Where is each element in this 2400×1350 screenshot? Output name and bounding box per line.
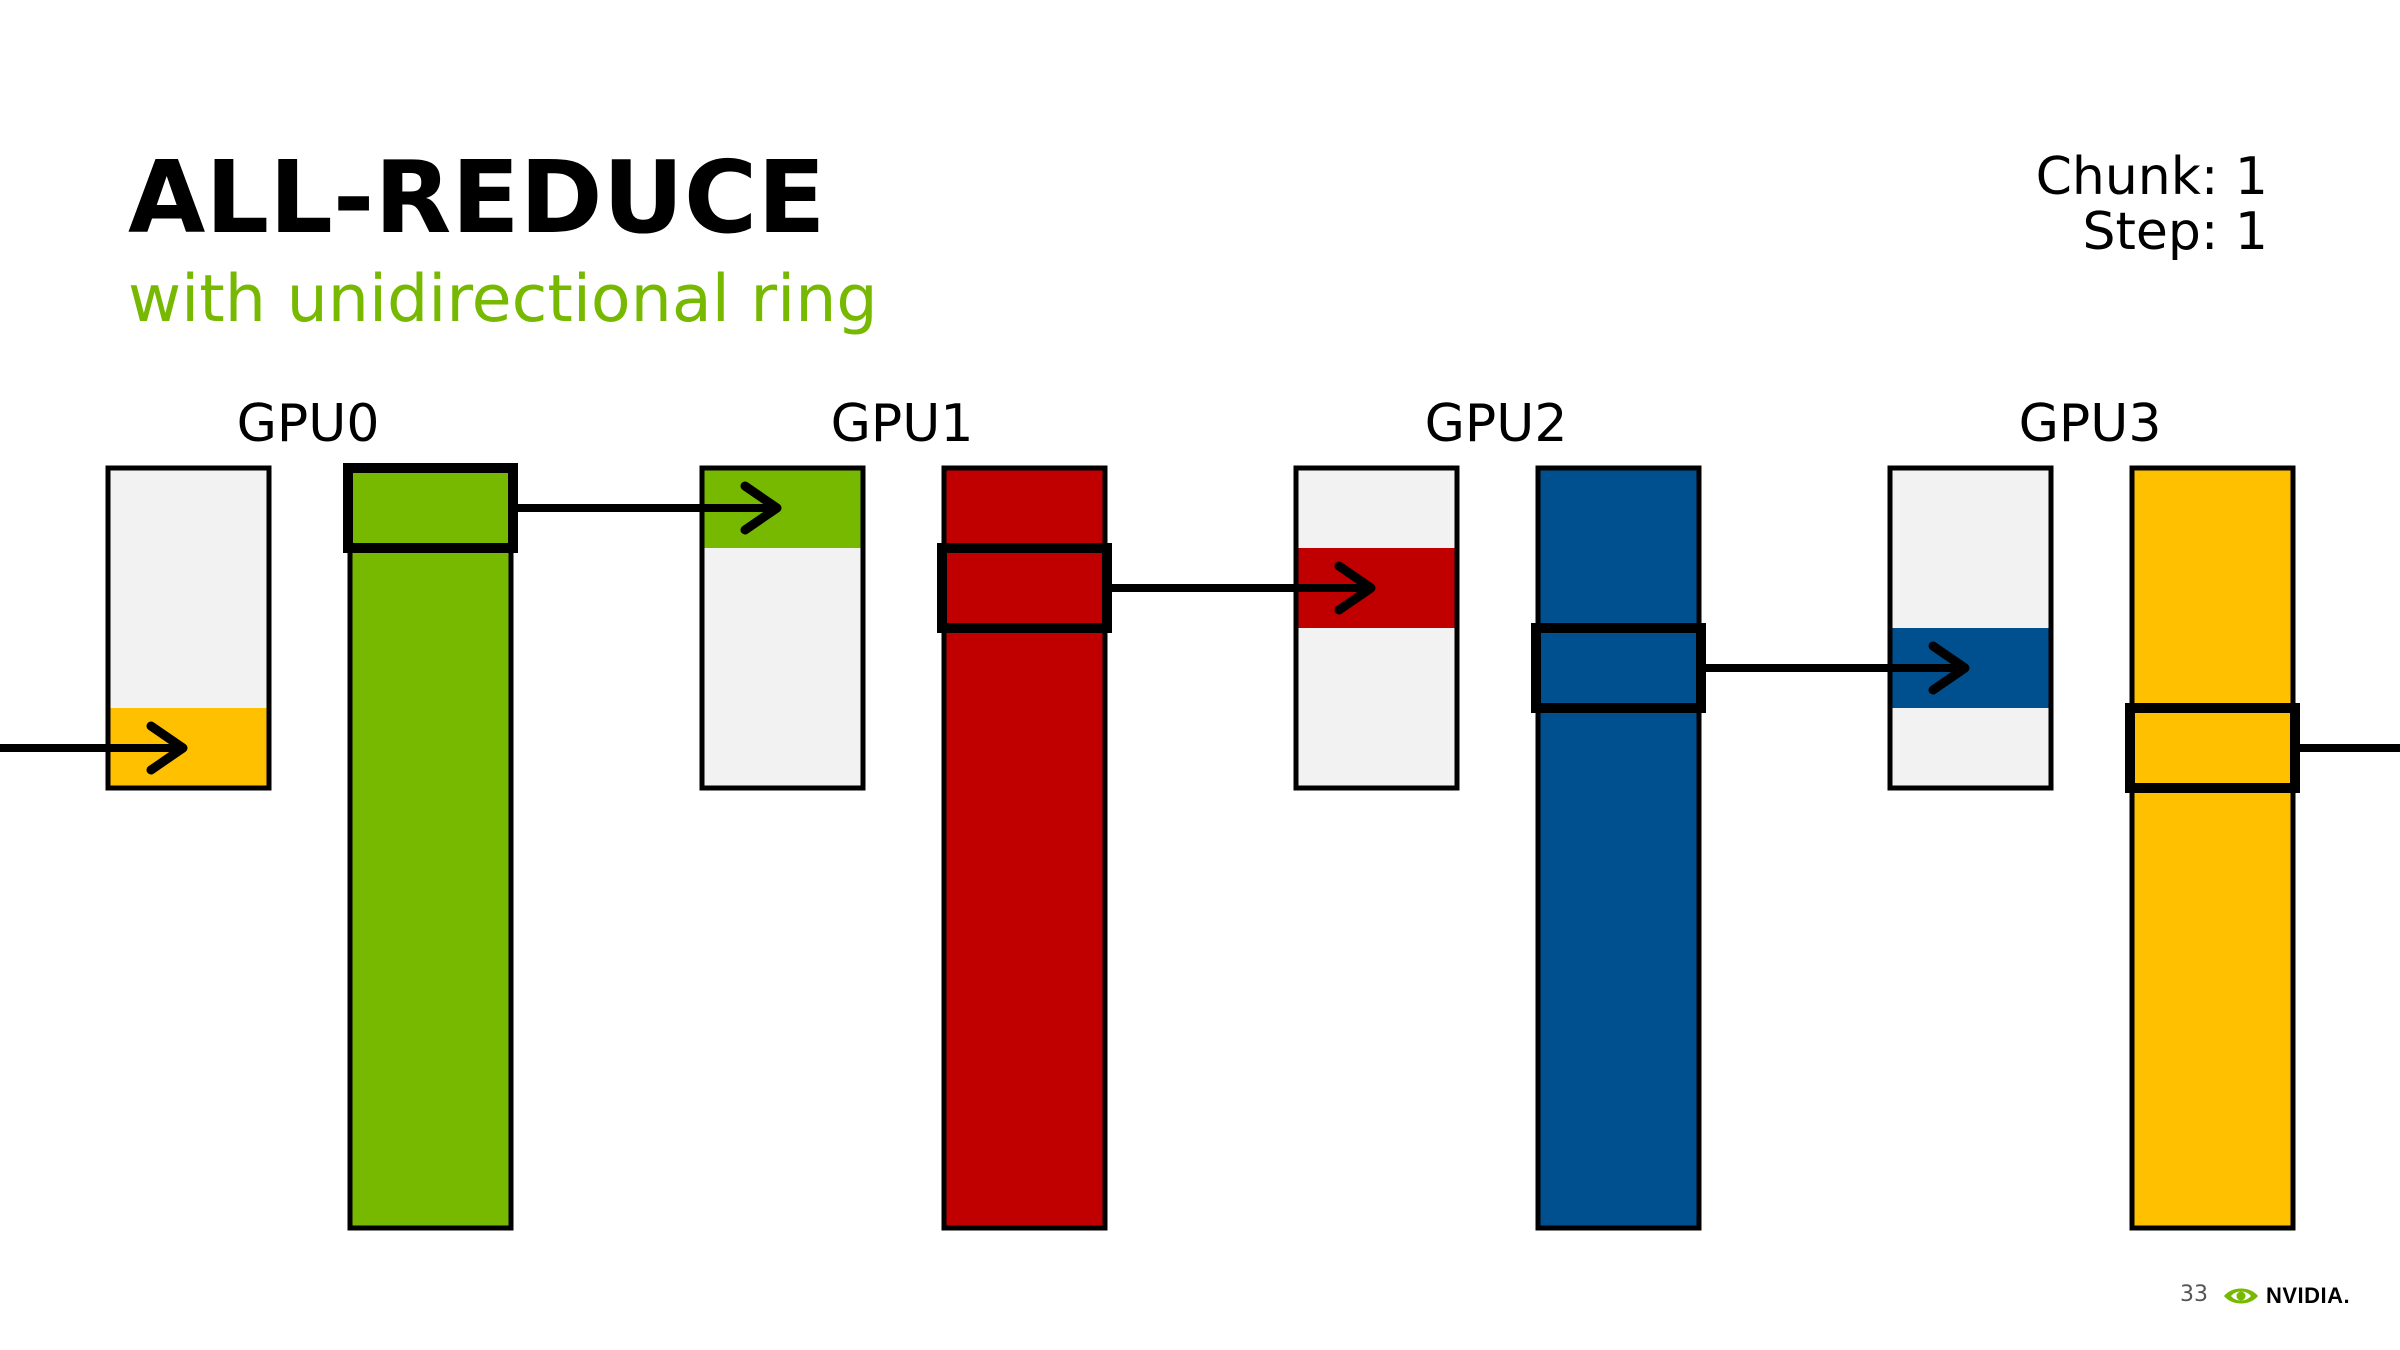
slide-subtitle: with unidirectional ring bbox=[128, 262, 878, 337]
ring-arrow-gpu3-to-gpu0-head bbox=[146, 721, 188, 775]
ring-arrow-gpu2-to-gpu3-head bbox=[1928, 641, 1970, 695]
page-number: 33 bbox=[2180, 1282, 2208, 1307]
gpu1-data-column bbox=[941, 465, 1108, 1231]
gpu-label-2: GPU2 bbox=[1424, 394, 1568, 454]
gpu2-data-column bbox=[1535, 465, 1702, 1231]
slide-title: ALL-REDUCE bbox=[128, 139, 826, 256]
gpu-label-3: GPU3 bbox=[2018, 394, 2162, 454]
gpu1-receive-buffer-outline bbox=[699, 465, 866, 791]
gpu3-receive-buffer-outline bbox=[1887, 465, 2054, 791]
ring-arrow-gpu0-to-gpu1-head bbox=[740, 481, 782, 535]
step-counter: Step: 1 bbox=[2082, 201, 2268, 262]
ring-arrow-gpu1-to-gpu2-head bbox=[1334, 561, 1376, 615]
gpu0-sending-chunk-highlight bbox=[343, 463, 518, 553]
gpu0-receive-buffer-outline bbox=[105, 465, 272, 791]
chunk-counter: Chunk: 1 bbox=[2035, 147, 2268, 207]
nvidia-wordmark: NVIDIA. bbox=[2266, 1283, 2351, 1308]
nvidia-eye-icon bbox=[2224, 1288, 2258, 1304]
gpu1-sending-chunk-highlight bbox=[937, 543, 1112, 633]
gpu3-data-column bbox=[2129, 465, 2296, 1231]
gpu2-receive-buffer-outline bbox=[1293, 465, 1460, 791]
gpu-label-1: GPU1 bbox=[830, 394, 974, 454]
gpu3-sending-chunk-highlight bbox=[2125, 703, 2300, 793]
step-indicator: Chunk: 1 Step: 1 bbox=[2036, 150, 2268, 259]
gpu0-data-column bbox=[347, 465, 514, 1231]
gpu2-sending-chunk-highlight bbox=[1531, 623, 1706, 713]
gpu-label-0: GPU0 bbox=[236, 394, 380, 454]
nvidia-logo: NVIDIA. bbox=[2222, 1280, 2350, 1312]
